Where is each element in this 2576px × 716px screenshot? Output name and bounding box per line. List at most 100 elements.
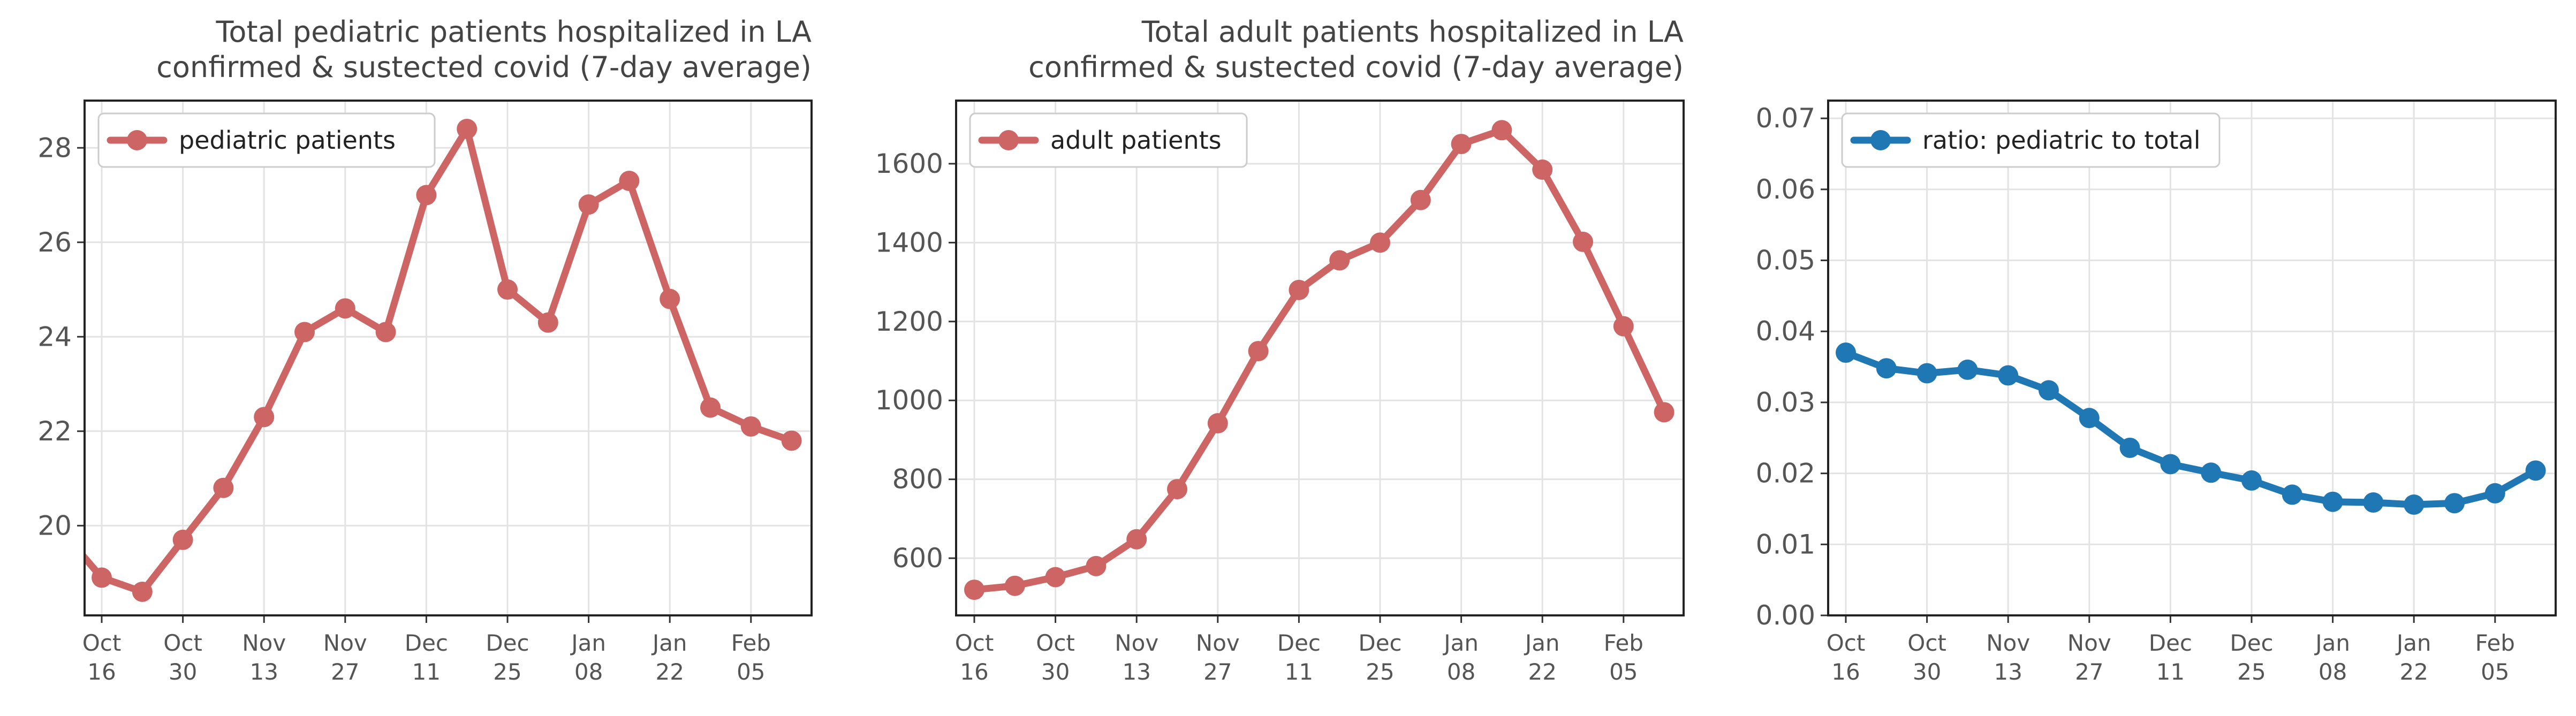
y-tick-label: 0.01 <box>1756 529 1815 560</box>
data-point <box>1451 134 1472 155</box>
chart-title-line: Total pediatric patients hospitalized in… <box>216 15 812 49</box>
y-tick-label: 0.00 <box>1756 600 1815 631</box>
y-tick-label: 26 <box>37 227 72 258</box>
x-tick-label-day: 30 <box>1041 659 1070 685</box>
x-tick-label-day: 27 <box>2075 659 2103 685</box>
x-tick-label-day: 05 <box>1609 659 1638 685</box>
x-tick-label-month: Oct <box>955 630 994 656</box>
x-tick-label-month: Dec <box>486 630 529 656</box>
series-line <box>971 126 1668 593</box>
data-point <box>1167 479 1187 500</box>
legend-marker <box>1870 130 1891 150</box>
legend-label: adult patients <box>1050 126 1222 155</box>
x-tick-label-month: Feb <box>2475 630 2515 656</box>
y-tick-label: 1600 <box>875 148 943 179</box>
plot-area <box>1836 342 2546 515</box>
y-tick-label: 22 <box>37 416 72 447</box>
data-point <box>537 312 558 333</box>
x-tick-label-day: 25 <box>1366 659 1394 685</box>
data-point <box>1086 555 1107 576</box>
x-tick-label-day: 22 <box>1528 659 1556 685</box>
y-tick-label: 1000 <box>875 385 943 416</box>
data-point <box>781 430 802 451</box>
data-point <box>335 298 355 319</box>
data-point <box>132 581 153 602</box>
data-point <box>2039 380 2059 401</box>
y-tick-label: 0.05 <box>1756 245 1815 276</box>
data-point <box>1613 316 1634 337</box>
data-point <box>1207 413 1228 434</box>
data-point <box>2119 437 2140 458</box>
x-tick-label-month: Dec <box>405 630 448 656</box>
x-tick-label-day: 27 <box>331 659 359 685</box>
x-tick-label-day: 22 <box>2399 659 2428 685</box>
data-point <box>2525 460 2546 481</box>
data-point <box>1957 359 1978 380</box>
y-tick-label: 0.04 <box>1756 316 1815 347</box>
chart-title-line: Total adult patients hospitalized in LA <box>1141 15 1684 49</box>
x-tick-label-day: 30 <box>169 659 197 685</box>
data-point <box>660 288 680 309</box>
axes-frame <box>84 100 813 616</box>
x-tick-label-day: 16 <box>960 659 988 685</box>
legend-marker <box>998 130 1019 150</box>
y-tick-label: 1400 <box>875 227 943 258</box>
data-point <box>1998 365 2019 386</box>
x-tick-label-month: Nov <box>2067 630 2111 656</box>
data-point <box>1126 529 1147 550</box>
x-tick-label-month: Nov <box>1196 630 1240 656</box>
x-tick-label-day: 11 <box>2156 659 2185 685</box>
data-point <box>700 397 721 418</box>
legend-box <box>97 112 436 168</box>
data-point <box>294 322 315 342</box>
x-tick-label-day: 05 <box>2481 659 2509 685</box>
x-tick-label-month: Jan <box>2395 630 2431 656</box>
x-tick-label-day: 11 <box>412 659 441 685</box>
y-tick-label: 20 <box>37 510 72 541</box>
data-point <box>578 194 599 215</box>
y-tick-label: 0.02 <box>1756 458 1815 489</box>
data-point <box>2282 484 2302 505</box>
x-tick-label-day: 16 <box>1831 659 1860 685</box>
data-point <box>213 477 234 498</box>
data-point <box>1916 363 1937 384</box>
plot-area <box>85 118 802 602</box>
x-tick-label-month: Dec <box>2149 630 2192 656</box>
x-tick-label-month: Oct <box>82 630 122 656</box>
data-point <box>2201 462 2222 483</box>
x-tick-label-month: Nov <box>1986 630 2030 656</box>
x-tick-label-day: 22 <box>655 659 684 685</box>
legend-label: ratio: pediatric to total <box>1922 126 2200 155</box>
x-tick-label-month: Jan <box>1524 630 1560 656</box>
legend-label: pediatric patients <box>179 126 396 155</box>
data-point <box>1410 189 1431 210</box>
y-tick-label: 800 <box>892 464 943 495</box>
data-point <box>2241 470 2262 491</box>
x-tick-label-day: 11 <box>1285 659 1313 685</box>
data-point <box>2322 491 2343 512</box>
data-point <box>1004 575 1025 596</box>
data-point <box>1491 120 1512 141</box>
x-tick-label-month: Jan <box>1442 630 1479 656</box>
chart-title-line: confirmed & sustected covid (7-day avera… <box>156 50 812 84</box>
chart-pediatric-patients: Total pediatric patients hospitalized in… <box>37 15 813 685</box>
x-tick-label-month: Oct <box>1036 630 1075 656</box>
data-point <box>1329 250 1350 271</box>
data-point <box>1248 341 1269 362</box>
plot-area <box>964 120 1675 600</box>
data-point <box>92 567 112 588</box>
data-point <box>1370 232 1390 253</box>
x-tick-label-month: Dec <box>1358 630 1401 656</box>
data-point <box>497 279 518 300</box>
x-tick-label-day: 05 <box>737 659 765 685</box>
x-tick-label-month: Nov <box>323 630 367 656</box>
legend-marker <box>127 130 147 150</box>
data-point <box>2079 408 2100 429</box>
x-tick-label-day: 13 <box>1994 659 2022 685</box>
chart-pediatric-ratio: 0.00 0.01 0.02 0.03 0.04 0.05 0.06 0.07 Oct 16 Oct… <box>1756 100 2557 685</box>
data-point <box>1876 358 1897 379</box>
y-tick-label: 24 <box>37 321 72 352</box>
axes-frame <box>1827 100 2557 616</box>
data-point <box>2484 483 2505 504</box>
